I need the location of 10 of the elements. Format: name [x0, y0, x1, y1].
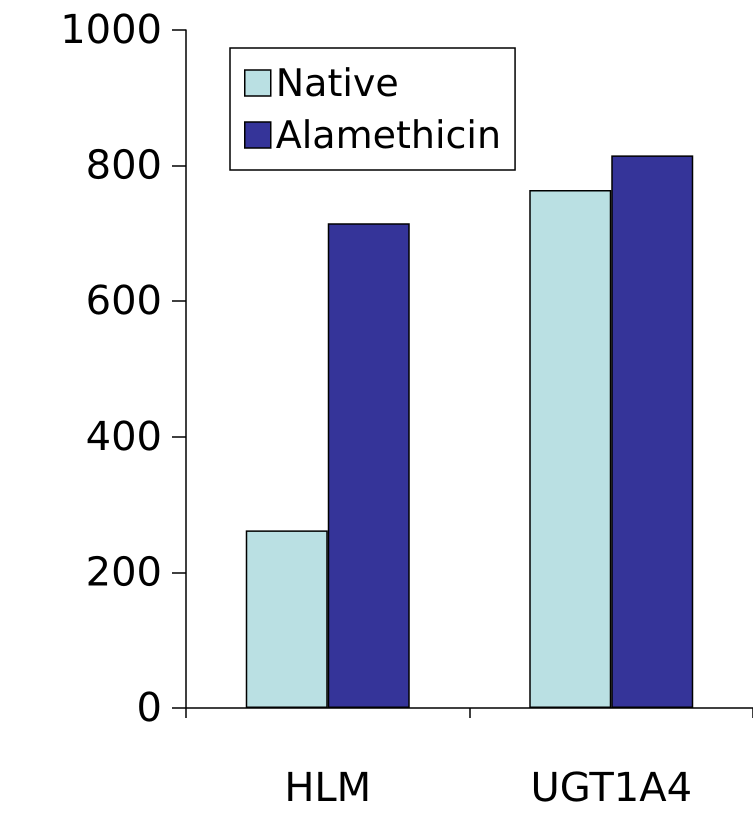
- y-tick-label: 1000: [60, 7, 162, 53]
- legend-label: Native: [276, 61, 399, 105]
- y-tick-label: 400: [86, 414, 162, 460]
- y-tick-label: 0: [136, 685, 162, 731]
- y-tick-label: 600: [86, 278, 162, 324]
- y-tick-label: 200: [86, 549, 162, 596]
- legend-label: Alamethicin: [276, 113, 502, 157]
- x-tick-label: HLM: [284, 765, 372, 811]
- y-tick-label: 800: [86, 142, 162, 189]
- x-tick-label: UGT1A4: [530, 765, 692, 811]
